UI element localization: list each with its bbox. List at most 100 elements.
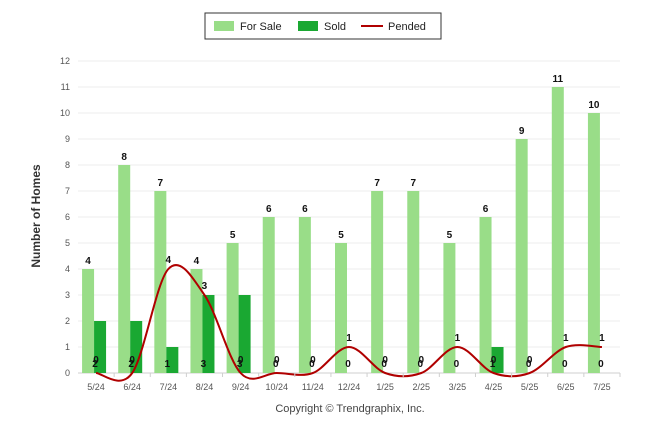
bar-sold: [166, 347, 179, 373]
y-tick-label: 6: [65, 212, 70, 222]
data-label-sold: 0: [454, 359, 460, 370]
data-label-pended: 0: [93, 355, 99, 366]
bar-for-sale: [154, 191, 167, 373]
pended-series-line: [95, 264, 602, 382]
x-tick-label: 4/25: [485, 382, 503, 392]
data-label-pended: 0: [382, 355, 388, 366]
x-tick-label: 11/24: [302, 382, 324, 392]
x-tick-label: 6/24: [123, 382, 141, 392]
bar-for-sale: [371, 191, 384, 373]
data-label-sold: 0: [345, 359, 351, 370]
y-tick-label: 5: [65, 238, 70, 248]
x-tick-label: 3/25: [449, 382, 467, 392]
x-tick-label: 6/25: [557, 382, 575, 392]
data-label-for-sale: 8: [121, 152, 127, 163]
y-tick-label: 9: [65, 134, 70, 144]
data-label-pended: 0: [418, 355, 424, 366]
x-tick-label: 7/25: [593, 382, 611, 392]
y-tick-label: 4: [65, 264, 70, 274]
bar-for-sale: [298, 217, 311, 373]
data-label-sold: 0: [273, 359, 279, 370]
bar-for-sale: [82, 269, 95, 373]
data-label-for-sale: 7: [410, 178, 416, 189]
data-label-pended: 0: [129, 355, 135, 366]
data-label-pended: 0: [310, 355, 316, 366]
data-label-pended: 0: [527, 355, 533, 366]
data-label-sold: 0: [381, 359, 387, 370]
legend-swatch-for-sale: [214, 21, 234, 31]
x-tick-label: 10/24: [265, 382, 288, 392]
y-tick-label: 0: [65, 368, 70, 378]
bar-for-sale: [190, 269, 203, 373]
data-label-pended: 1: [455, 333, 461, 344]
bar-sold: [202, 295, 215, 373]
x-tick-label: 5/25: [521, 382, 539, 392]
data-label-for-sale: 6: [266, 204, 272, 215]
copyright-text: Copyright © Trendgraphix, Inc.: [275, 403, 424, 415]
data-label-sold: 2: [128, 359, 134, 370]
data-label-for-sale: 7: [158, 178, 164, 189]
data-label-for-sale: 5: [230, 230, 236, 241]
bar-for-sale: [335, 243, 347, 373]
data-label-pended: 0: [238, 355, 244, 366]
bar-sold: [491, 347, 504, 373]
data-label-for-sale: 7: [374, 178, 380, 189]
bar-for-sale: [262, 217, 275, 373]
data-label-pended: 1: [599, 333, 605, 344]
y-tick-label: 8: [65, 160, 70, 170]
y-tick-label: 7: [65, 186, 70, 196]
data-label-for-sale: 9: [519, 126, 525, 137]
data-label-pended: 3: [202, 281, 208, 292]
data-label-for-sale: 6: [483, 204, 489, 215]
data-label-pended: 1: [346, 333, 352, 344]
data-label-sold: 1: [165, 359, 171, 370]
x-tick-label: 9/24: [232, 382, 250, 392]
data-label-sold: 0: [598, 359, 604, 370]
legend-swatch-sold: [298, 21, 318, 31]
data-label-pended: 4: [166, 255, 172, 266]
x-tick-label: 1/25: [376, 382, 394, 392]
data-label-for-sale: 10: [588, 100, 600, 111]
x-tick-label: 8/24: [196, 382, 214, 392]
y-tick-label: 1: [65, 342, 70, 352]
y-tick-label: 3: [65, 290, 70, 300]
x-tick-label: 7/24: [160, 382, 178, 392]
legend-box: [204, 12, 442, 40]
x-tick-label: 12/24: [338, 382, 361, 392]
data-label-for-sale: 5: [447, 230, 453, 241]
data-label-pended: 0: [274, 355, 280, 366]
bar-for-sale: [551, 87, 564, 373]
bar-for-sale: [407, 191, 420, 373]
bar-sold: [238, 295, 251, 373]
data-label-for-sale: 4: [85, 256, 91, 267]
bar-for-sale: [515, 139, 528, 373]
data-label-sold: 0: [417, 359, 423, 370]
x-axis: 5/24 6/24 7/24 8/24 9/24 10/24 11/24 12/24 1/25 2…: [87, 373, 621, 392]
x-tick-label: 2/25: [413, 382, 431, 392]
data-label-sold: 3: [237, 359, 243, 370]
y-tick-label: 12: [60, 56, 70, 66]
y-tick-label: 2: [65, 316, 70, 326]
y-axis-label: Number of Homes: [29, 164, 43, 268]
data-label-for-sale: 6: [302, 204, 308, 215]
bar-for-sale: [118, 165, 131, 373]
data-label-for-sale: 4: [194, 256, 200, 267]
data-label-sold: 0: [526, 359, 532, 370]
y-tick-label: 11: [61, 82, 70, 92]
data-label-for-sale: 5: [338, 230, 344, 241]
bar-sold: [130, 321, 143, 373]
data-label-sold: 3: [201, 359, 207, 370]
data-label-for-sale: 11: [553, 74, 564, 85]
bars: [82, 87, 600, 373]
data-label-pended: 0: [491, 355, 497, 366]
x-tick-label: 5/24: [87, 382, 105, 392]
legend: For Sale Sold Pended: [204, 12, 442, 40]
bar-for-sale: [226, 243, 239, 373]
bar-for-sale: [479, 217, 492, 373]
bar-for-sale: [443, 243, 456, 373]
data-label-sold: 0: [562, 359, 568, 370]
